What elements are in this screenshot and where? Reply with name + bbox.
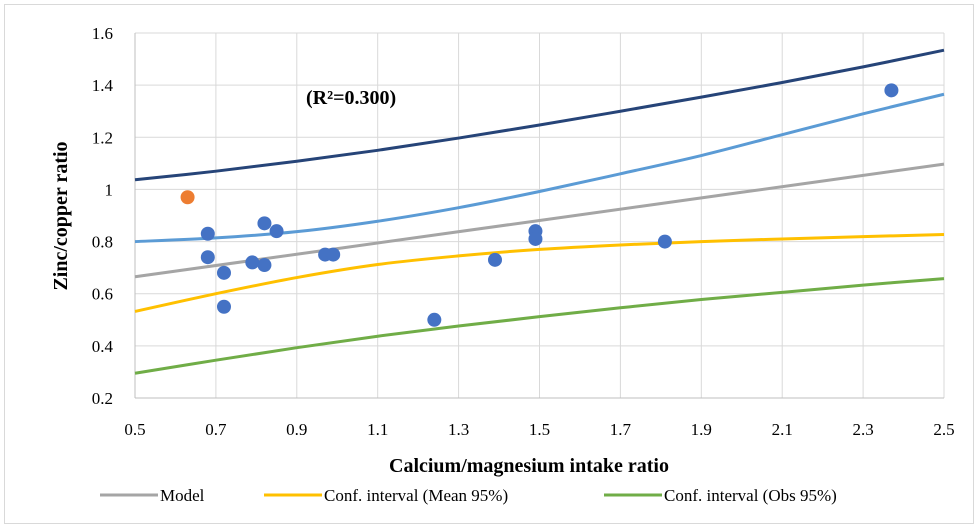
x-tick-label: 2.5 [933,420,954,439]
chart-frame [4,4,974,524]
x-axis-title: Calcium/magnesium intake ratio [389,455,669,477]
data-point [269,224,284,239]
x-tick-label: 2.1 [772,420,793,439]
axes [134,33,944,399]
data-point [427,312,442,327]
data-point [200,250,215,265]
y-tick-label: 0.2 [92,389,113,408]
series-line-model [134,162,945,279]
y-tick-label: 1.6 [92,24,113,43]
r-squared-annotation: (R²=0.300) [306,87,396,109]
data-point [245,255,260,270]
legend-label: Model [160,486,205,505]
y-tick-label: 1 [105,180,114,199]
data-point [216,299,231,314]
data-point [257,258,272,273]
data-point [200,226,215,241]
x-tick-label: 1.9 [691,420,712,439]
data-point [528,231,543,246]
x-tick-label: 0.9 [286,420,307,439]
tick-labels: 0.2 0.4 0.6 0.8 1 1.2 1.4 1.6 0.5 0.7 0.9 1.1 1.3 1.5… [92,24,955,439]
series-line-band-4 [134,48,945,182]
data-points [180,83,899,327]
data-point [884,83,899,98]
outlier-point [180,190,195,205]
data-point [488,252,503,267]
gridlines [134,32,945,399]
y-tick-label: 0.4 [92,337,114,356]
x-tick-label: 0.7 [205,420,227,439]
y-tick-label: 1.2 [92,128,113,147]
x-tick-label: 1.3 [448,420,469,439]
legend: Model Conf. interval (Mean 95%) Conf. inte… [100,486,837,505]
y-tick-label: 1.4 [92,76,114,95]
series-line-conf-interval-obs-95 [134,277,945,375]
legend-label: Conf. interval (Mean 95%) [324,486,508,505]
x-tick-label: 1.7 [610,420,632,439]
y-tick-label: 0.6 [92,285,113,304]
x-tick-label: 1.1 [367,420,388,439]
data-point [257,216,272,231]
data-point [216,265,231,280]
x-tick-label: 0.5 [124,420,145,439]
data-point [326,247,341,262]
y-axis-title: Zinc/copper ratio [50,141,72,290]
x-tick-label: 2.3 [852,420,873,439]
series-line-conf-interval-mean-95 [134,233,945,313]
data-point [657,234,672,249]
legend-label: Conf. interval (Obs 95%) [664,486,837,505]
x-tick-label: 1.5 [529,420,550,439]
y-tick-label: 0.8 [92,233,113,252]
